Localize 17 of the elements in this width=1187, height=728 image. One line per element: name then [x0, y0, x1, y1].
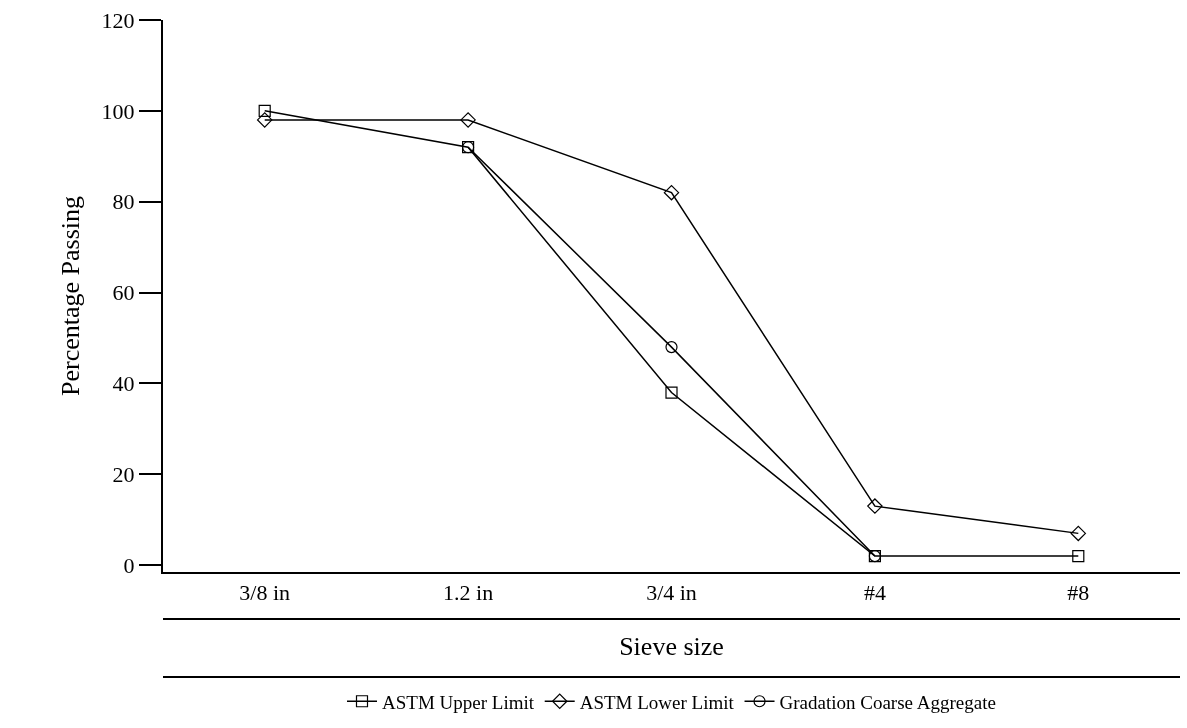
x-tick-label: 3/8 in	[239, 580, 291, 606]
x-tick-label: 1.2 in	[443, 580, 494, 606]
y-tick-label: 40	[112, 371, 135, 397]
y-tick-label: 120	[101, 7, 135, 33]
legend-label: Gradation Coarse Aggregate	[779, 691, 996, 713]
x-tick-label: #8	[1067, 580, 1090, 606]
y-axis-title: Percentage Passing	[56, 195, 86, 397]
x-tick-label: #4	[863, 580, 886, 606]
y-tick-label: 20	[112, 462, 135, 488]
x-tick-label: 3/4 in	[646, 580, 697, 606]
y-tick-label: 100	[101, 98, 135, 124]
y-tick-label: 80	[112, 189, 135, 215]
legend-label: ASTM Lower Limit	[579, 691, 735, 713]
y-tick-label: 0	[123, 552, 135, 578]
legend-label: ASTM Upper Limit	[382, 691, 535, 713]
y-tick-label: 60	[112, 280, 135, 306]
x-axis-title: Sieve size	[619, 631, 724, 661]
